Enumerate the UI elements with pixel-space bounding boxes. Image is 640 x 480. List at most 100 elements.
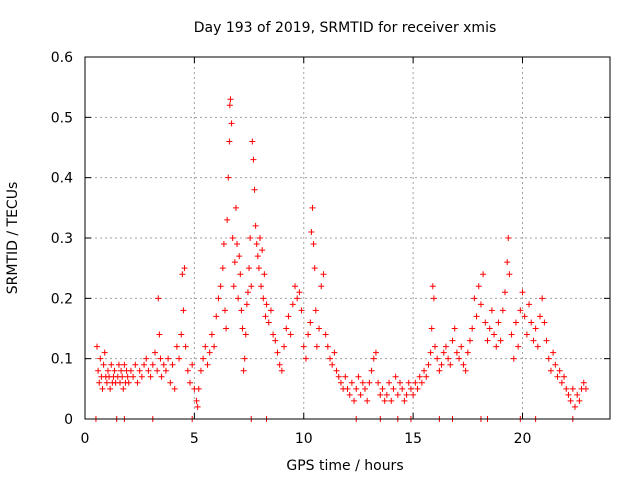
data-point [342,373,349,380]
data-point [230,283,237,290]
data-point [505,235,512,241]
data-point [357,391,364,398]
data-point [547,367,554,374]
data-point [333,367,340,374]
data-point [488,307,495,314]
data-point [499,307,506,314]
data-point [173,343,180,350]
data-point [423,373,430,380]
data-point [118,367,125,374]
data-point [158,373,165,380]
data-point [225,174,232,181]
data-point [502,289,508,296]
data-point [510,355,517,362]
y-tick-label: 0 [64,412,73,428]
data-point [375,379,382,386]
data-point [576,397,583,404]
data-point [200,355,207,362]
data-point [232,204,239,211]
data-point [250,156,257,163]
data-point [324,343,331,350]
data-point [528,319,535,326]
x-tick-label: 0 [81,431,90,447]
data-point [261,271,268,278]
data-point [327,355,333,362]
data-point [310,241,317,248]
data-point [473,313,480,320]
data-point [348,379,355,386]
data-point [238,307,245,314]
data-point [296,289,303,296]
data-point [215,295,222,302]
data-point [541,319,548,326]
data-point [366,379,373,386]
data-point [346,391,353,398]
data-point [309,204,316,211]
data-point [178,331,185,338]
data-point [204,361,211,368]
data-point [335,373,342,380]
data-point [298,307,305,314]
data-point [136,367,143,374]
data-point [181,265,188,272]
data-point [96,379,103,386]
data-point [337,379,344,386]
data-point [276,361,283,368]
axis-ticks: 0 0.1 0.2 0.3 0.4 0.5 0.6 0 5 10 15 20 [51,50,610,447]
data-point [208,331,215,338]
data-point [117,379,123,386]
data-point [236,253,243,260]
data-point [428,325,435,332]
data-point [132,361,139,368]
data-point [103,379,110,386]
data-point [206,349,213,356]
data-point [447,361,454,368]
data-point [107,385,114,392]
data-point [244,289,251,296]
data-point [101,349,108,356]
data-point [167,379,174,386]
data-point [442,343,449,350]
data-point [353,385,360,392]
data-point [285,313,292,320]
data-point [94,343,101,350]
data-point [506,271,513,278]
data-point [259,247,266,254]
data-point [534,343,541,350]
data-point [157,355,164,362]
data-point [438,361,445,368]
data-points [92,96,589,422]
data-point [519,289,526,296]
data-point [308,228,315,235]
data-point [307,319,314,326]
data-point [265,319,272,326]
data-point [127,367,134,374]
data-point [237,271,244,278]
data-point [427,349,434,356]
data-point [224,216,231,223]
data-point [165,355,172,362]
data-point [180,307,187,314]
data-point [99,385,106,392]
data-point [504,259,511,266]
data-point [281,343,288,350]
data-point [226,138,233,145]
data-point [412,379,419,386]
data-point [187,379,193,386]
x-tick-label: 20 [514,431,532,447]
data-point [445,355,452,362]
data-point [558,379,565,386]
data-point [379,385,386,392]
data-point [104,367,111,374]
data-point [283,325,290,332]
data-point [467,337,473,344]
data-point [543,337,550,344]
data-point [477,301,484,308]
data-point [119,373,126,380]
x-tick-label: 10 [295,431,313,447]
data-point [372,349,379,356]
data-point [160,361,167,368]
data-point [292,283,298,290]
data-point [475,283,482,290]
data-point [228,120,235,127]
